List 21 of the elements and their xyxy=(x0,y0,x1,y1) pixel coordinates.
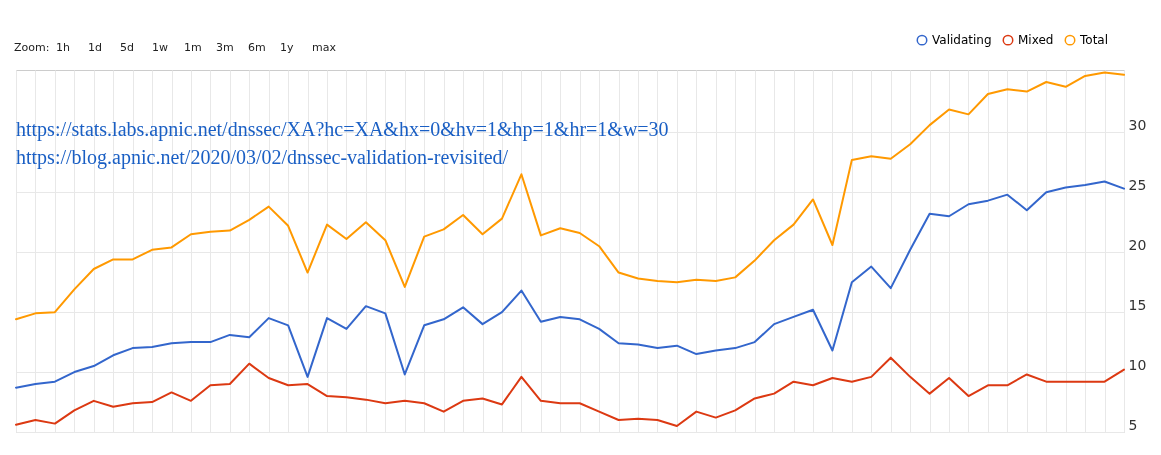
text: 1h xyxy=(56,41,70,54)
text: 5d xyxy=(120,41,134,54)
y-tick-label: 5 xyxy=(1128,416,1138,433)
text: 1y xyxy=(280,41,294,54)
text: max xyxy=(312,41,337,54)
y-tick-label: 30 xyxy=(1128,116,1147,133)
legend-label: Validating xyxy=(932,33,992,48)
annotation: https://blog.apnic.net/2020/03/02/dnssec-validation-revisited/ xyxy=(16,146,509,169)
text: 3m xyxy=(216,41,234,54)
text: 6m xyxy=(248,41,266,54)
y-tick-label: 20 xyxy=(1128,236,1147,253)
text: Zoom: xyxy=(14,41,50,54)
y-tick-label: 15 xyxy=(1128,296,1147,313)
y-tick-label: 10 xyxy=(1128,356,1147,373)
text: 1m xyxy=(184,41,202,54)
text: 1w xyxy=(152,41,168,54)
legend-label: Mixed xyxy=(1018,33,1054,48)
annotation: https://stats.labs.apnic.net/dnssec/XA?hc=XA&hx=0&hv=1&hp=1&hr=1&w=30 xyxy=(16,118,669,141)
text: 1d xyxy=(88,41,102,54)
legend-label: Total xyxy=(1079,33,1109,48)
y-tick-label: 25 xyxy=(1128,176,1147,193)
